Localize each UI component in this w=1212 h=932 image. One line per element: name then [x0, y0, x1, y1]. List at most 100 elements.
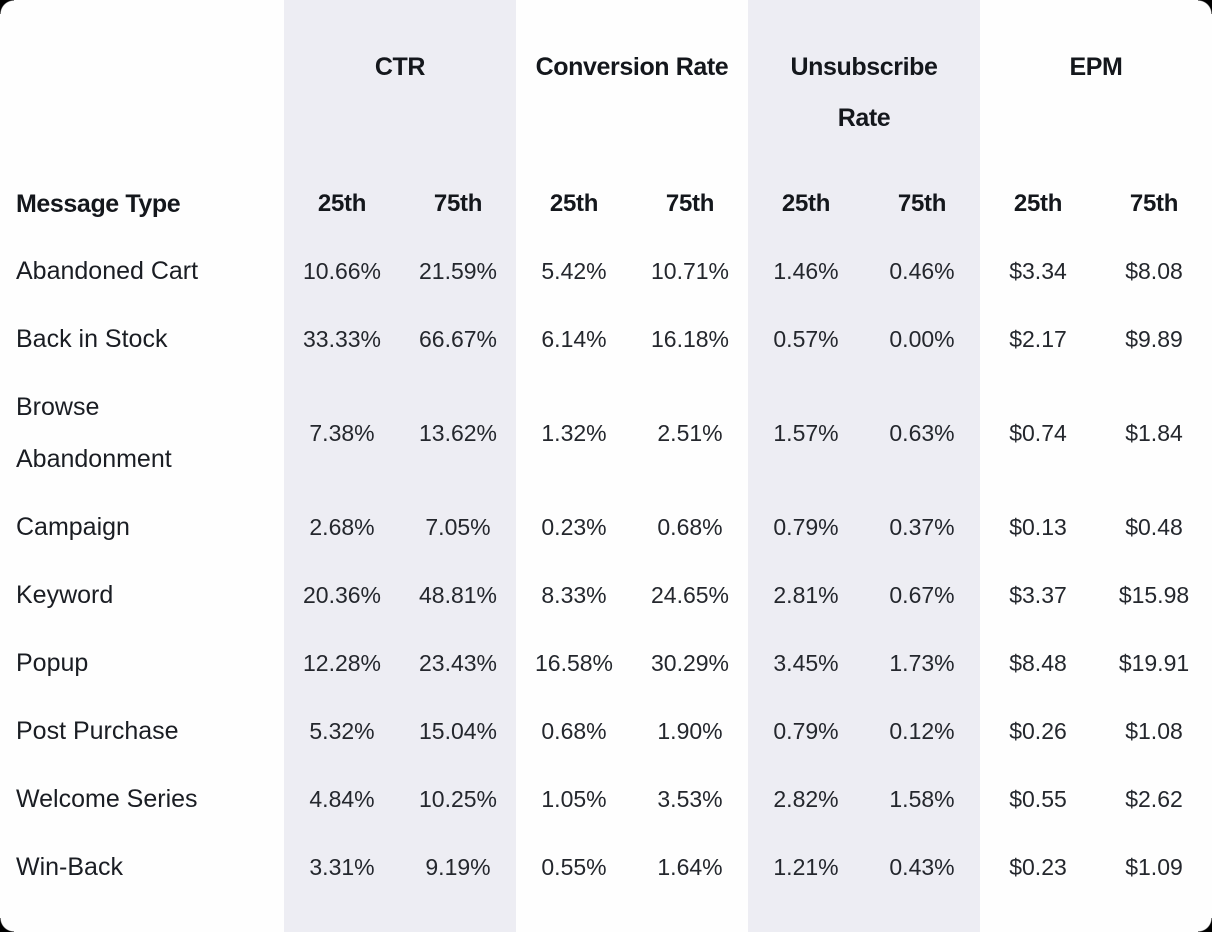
- cell-post-purchase-ctr-75th: 15.04%: [418, 717, 497, 744]
- group-header-conversion-rate: Conversion Rate: [516, 0, 748, 160]
- cell-post-purchase-ctr-25th: 5.32%: [309, 717, 375, 744]
- rounded-corner-mask-bottom-right: [1198, 918, 1212, 932]
- cell-keyword-epm-75th: $15.98: [1118, 581, 1190, 608]
- cell-welcome-series-epm-25th: $0.55: [1009, 785, 1067, 812]
- cell-post-purchase-unsubscribe-25th: 0.79%: [773, 717, 839, 744]
- cell-popup-epm-75th: $19.91: [1118, 649, 1190, 676]
- cell-back-in-stock-ctr-75th: 66.67%: [418, 325, 497, 352]
- cell-browse-abandonment-ctr-25th: 7.38%: [309, 419, 375, 446]
- cell-browse-abandonment-ctr-75th: 13.62%: [418, 419, 497, 446]
- row-label-browse-abandonment: Browse Abandonment: [16, 393, 172, 473]
- rounded-corner-mask-top-right: [1198, 0, 1212, 14]
- cell-win-back-conversion-25th: 0.55%: [541, 853, 607, 880]
- cell-keyword-conversion-75th: 24.65%: [650, 581, 729, 608]
- cell-back-in-stock-unsubscribe-25th: 0.57%: [773, 325, 839, 352]
- column-header-epm-75th: 75th: [1129, 190, 1179, 217]
- row-label-post-purchase: Post Purchase: [16, 717, 179, 745]
- cell-abandoned-cart-epm-25th: $3.34: [1009, 257, 1067, 284]
- cell-browse-abandonment-unsubscribe-25th: 1.57%: [773, 419, 839, 446]
- cell-win-back-epm-75th: $1.09: [1125, 853, 1183, 880]
- group-header-unsubscribe-rate-label: Unsubscribe Rate: [790, 53, 938, 132]
- cell-welcome-series-conversion-75th: 3.53%: [657, 785, 723, 812]
- cell-campaign-unsubscribe-25th: 0.79%: [773, 513, 839, 540]
- group-header-epm-label: EPM: [1069, 53, 1123, 81]
- cell-welcome-series-unsubscribe-75th: 1.58%: [889, 785, 955, 812]
- ctr-column-band: [284, 0, 516, 932]
- cell-campaign-ctr-25th: 2.68%: [309, 513, 375, 540]
- row-label-abandoned-cart: Abandoned Cart: [16, 257, 199, 285]
- cell-win-back-unsubscribe-25th: 1.21%: [773, 853, 839, 880]
- cell-post-purchase-conversion-75th: 1.90%: [657, 717, 723, 744]
- column-header-unsubscribe-75th: 75th: [897, 190, 947, 217]
- cell-abandoned-cart-ctr-75th: 21.59%: [418, 257, 497, 284]
- cell-popup-epm-25th: $8.48: [1009, 649, 1067, 676]
- cell-browse-abandonment-conversion-75th: 2.51%: [657, 419, 723, 446]
- group-header-unsubscribe-rate: Unsubscribe Rate: [748, 0, 980, 160]
- cell-keyword-unsubscribe-25th: 2.81%: [773, 581, 839, 608]
- group-header-conversion-rate-label: Conversion Rate: [535, 53, 729, 81]
- row-label-win-back: Win-Back: [16, 853, 123, 881]
- cell-browse-abandonment-unsubscribe-75th: 0.63%: [889, 419, 955, 446]
- row-label-popup: Popup: [16, 649, 89, 677]
- unsubscribe-column-band: [748, 0, 980, 932]
- rounded-corner-mask-bottom-left: [0, 918, 14, 932]
- cell-welcome-series-ctr-25th: 4.84%: [309, 785, 375, 812]
- cell-welcome-series-unsubscribe-25th: 2.82%: [773, 785, 839, 812]
- column-header-unsubscribe-25th: 25th: [781, 190, 831, 217]
- cell-popup-unsubscribe-75th: 1.73%: [889, 649, 955, 676]
- cell-keyword-unsubscribe-75th: 0.67%: [889, 581, 955, 608]
- column-header-ctr-25th: 25th: [317, 190, 367, 217]
- column-header-conversion-25th: 25th: [549, 190, 599, 217]
- cell-post-purchase-unsubscribe-75th: 0.12%: [889, 717, 955, 744]
- cell-browse-abandonment-conversion-25th: 1.32%: [541, 419, 607, 446]
- cell-post-purchase-epm-75th: $1.08: [1125, 717, 1183, 744]
- cell-browse-abandonment-epm-75th: $1.84: [1125, 419, 1183, 446]
- cell-campaign-unsubscribe-75th: 0.37%: [889, 513, 955, 540]
- cell-back-in-stock-conversion-75th: 16.18%: [650, 325, 729, 352]
- group-header-spacer: [0, 0, 284, 160]
- cell-back-in-stock-conversion-25th: 6.14%: [541, 325, 607, 352]
- cell-back-in-stock-ctr-25th: 33.33%: [302, 325, 381, 352]
- cell-popup-ctr-75th: 23.43%: [418, 649, 497, 676]
- cell-abandoned-cart-conversion-75th: 10.71%: [650, 257, 729, 284]
- cell-welcome-series-ctr-75th: 10.25%: [418, 785, 497, 812]
- cell-campaign-epm-25th: $0.13: [1009, 513, 1067, 540]
- cell-win-back-conversion-75th: 1.64%: [657, 853, 723, 880]
- cell-abandoned-cart-conversion-25th: 5.42%: [541, 257, 607, 284]
- cell-abandoned-cart-ctr-25th: 10.66%: [302, 257, 381, 284]
- cell-campaign-conversion-25th: 0.23%: [541, 513, 607, 540]
- cell-popup-conversion-75th: 30.29%: [650, 649, 729, 676]
- row-label-welcome-series: Welcome Series: [16, 785, 198, 813]
- cell-win-back-unsubscribe-75th: 0.43%: [889, 853, 955, 880]
- cell-browse-abandonment-epm-25th: $0.74: [1009, 419, 1067, 446]
- cell-abandoned-cart-epm-75th: $8.08: [1125, 257, 1183, 284]
- group-header-ctr-label: CTR: [374, 53, 426, 81]
- cell-keyword-ctr-75th: 48.81%: [418, 581, 497, 608]
- rounded-corner-mask-top-left: [0, 0, 14, 14]
- cell-welcome-series-conversion-25th: 1.05%: [541, 785, 607, 812]
- cell-post-purchase-epm-25th: $0.26: [1009, 717, 1067, 744]
- column-header-epm-25th: 25th: [1013, 190, 1063, 217]
- cell-popup-conversion-25th: 16.58%: [534, 649, 613, 676]
- column-header-message-type: Message Type: [16, 189, 181, 218]
- row-label-keyword: Keyword: [16, 581, 114, 609]
- cell-win-back-epm-25th: $0.23: [1009, 853, 1067, 880]
- cell-back-in-stock-unsubscribe-75th: 0.00%: [889, 325, 955, 352]
- row-label-back-in-stock: Back in Stock: [16, 325, 168, 353]
- cell-keyword-ctr-25th: 20.36%: [302, 581, 381, 608]
- cell-campaign-ctr-75th: 7.05%: [425, 513, 491, 540]
- cell-abandoned-cart-unsubscribe-25th: 1.46%: [773, 257, 839, 284]
- cell-win-back-ctr-75th: 9.19%: [425, 853, 491, 880]
- cell-post-purchase-conversion-25th: 0.68%: [541, 717, 607, 744]
- cell-back-in-stock-epm-75th: $9.89: [1125, 325, 1183, 352]
- column-header-conversion-75th: 75th: [665, 190, 715, 217]
- cell-popup-unsubscribe-25th: 3.45%: [773, 649, 839, 676]
- cell-popup-ctr-25th: 12.28%: [302, 649, 381, 676]
- group-header-epm: EPM: [980, 0, 1212, 160]
- cell-win-back-ctr-25th: 3.31%: [309, 853, 375, 880]
- cell-welcome-series-epm-75th: $2.62: [1125, 785, 1183, 812]
- group-header-ctr: CTR: [284, 0, 516, 160]
- column-header-ctr-75th: 75th: [433, 190, 483, 217]
- row-label-campaign: Campaign: [16, 513, 130, 541]
